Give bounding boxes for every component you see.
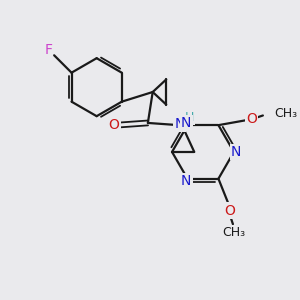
Text: H: H bbox=[185, 111, 194, 124]
Text: CH₃: CH₃ bbox=[222, 226, 245, 239]
Text: N: N bbox=[175, 117, 185, 131]
Text: N: N bbox=[231, 145, 242, 159]
Text: O: O bbox=[246, 112, 257, 126]
Text: N: N bbox=[181, 174, 191, 188]
Text: F: F bbox=[44, 44, 52, 58]
Text: O: O bbox=[225, 204, 236, 218]
Text: CH₃: CH₃ bbox=[274, 107, 298, 120]
Text: N: N bbox=[181, 116, 191, 130]
Text: O: O bbox=[109, 118, 119, 132]
